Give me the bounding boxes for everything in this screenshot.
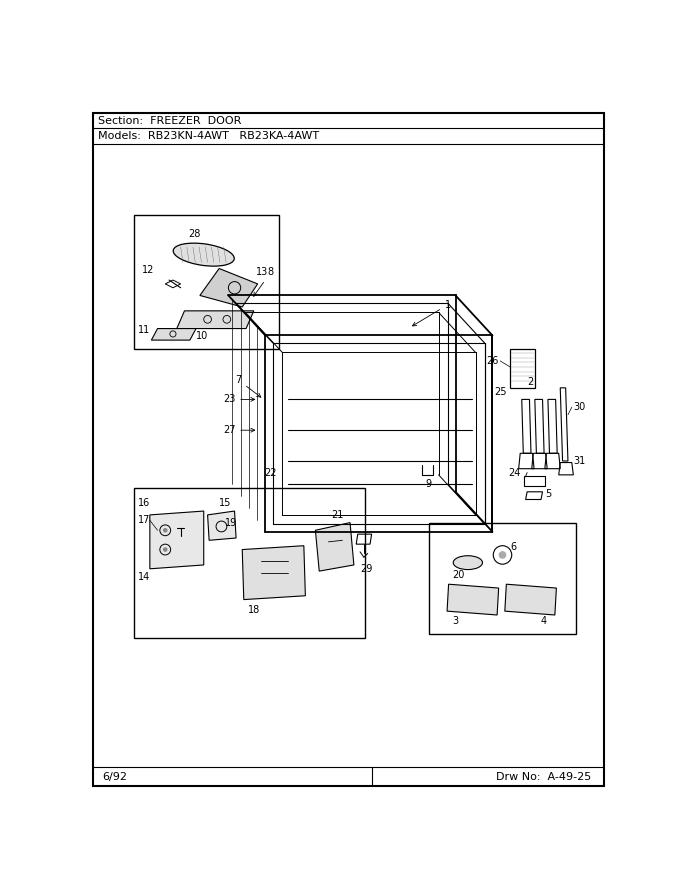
Ellipse shape	[453, 555, 483, 570]
Circle shape	[163, 528, 167, 532]
Text: Section:  FREEZER  DOOR: Section: FREEZER DOOR	[98, 116, 241, 125]
Bar	[135, 488, 365, 638]
Text: 15: 15	[219, 498, 231, 508]
Text: 5: 5	[545, 490, 551, 499]
Text: 30: 30	[573, 402, 585, 412]
Text: 28: 28	[188, 229, 201, 239]
Text: 23: 23	[223, 394, 255, 404]
Text: 31: 31	[573, 456, 585, 466]
Polygon shape	[200, 269, 258, 307]
Text: 17: 17	[138, 515, 151, 525]
Polygon shape	[447, 584, 498, 615]
Bar	[135, 214, 279, 350]
Text: 3: 3	[452, 616, 458, 627]
Text: 11: 11	[138, 325, 150, 336]
Polygon shape	[150, 511, 204, 569]
Text: 12: 12	[142, 265, 154, 275]
Polygon shape	[505, 584, 556, 615]
Polygon shape	[316, 522, 354, 571]
Text: 2: 2	[527, 377, 533, 387]
Text: 19: 19	[225, 518, 237, 528]
Text: 29: 29	[360, 563, 373, 574]
Text: 24: 24	[509, 467, 521, 478]
Text: 21: 21	[330, 510, 343, 520]
Text: 20: 20	[452, 570, 465, 580]
Text: 27: 27	[223, 425, 255, 435]
Bar	[429, 522, 576, 635]
Text: 26: 26	[486, 356, 498, 366]
Text: 16: 16	[138, 498, 150, 508]
Circle shape	[163, 547, 167, 552]
Text: 9: 9	[426, 479, 432, 490]
Ellipse shape	[173, 243, 235, 266]
Text: 6/92: 6/92	[102, 772, 127, 781]
Polygon shape	[207, 511, 236, 540]
Text: Models:  RB23KN-4AWT   RB23KA-4AWT: Models: RB23KN-4AWT RB23KA-4AWT	[98, 131, 320, 141]
Text: 7: 7	[235, 376, 261, 397]
Text: 14: 14	[138, 571, 150, 581]
Text: 18: 18	[248, 604, 260, 615]
Text: Drw No:  A-49-25: Drw No: A-49-25	[496, 772, 591, 781]
Bar	[510, 350, 535, 388]
Text: 6: 6	[510, 542, 516, 552]
Text: 22: 22	[264, 467, 276, 478]
Text: 1: 1	[413, 300, 451, 326]
Text: 10: 10	[196, 331, 208, 341]
Polygon shape	[242, 546, 305, 600]
Circle shape	[498, 551, 507, 559]
Text: 25: 25	[494, 386, 507, 397]
Text: 8: 8	[254, 267, 274, 296]
Polygon shape	[177, 311, 254, 328]
Polygon shape	[152, 328, 196, 340]
Text: 13: 13	[256, 267, 269, 278]
Text: 4: 4	[541, 616, 547, 627]
